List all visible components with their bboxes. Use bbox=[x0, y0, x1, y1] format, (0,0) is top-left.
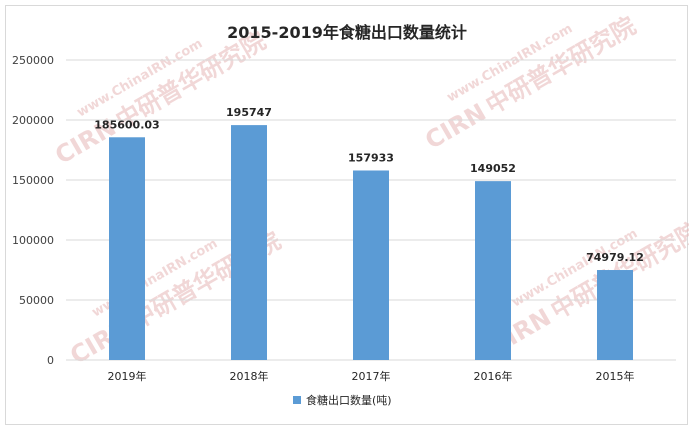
bar bbox=[475, 181, 511, 360]
bar bbox=[109, 137, 145, 360]
x-tick-label: 2019年 bbox=[108, 369, 147, 383]
data-label: 74979.12 bbox=[586, 251, 644, 264]
y-tick-label: 200000 bbox=[12, 114, 54, 127]
bars bbox=[109, 125, 633, 360]
x-axis: 2019年 2018年 2017年 2016年 2015年 bbox=[108, 369, 635, 383]
data-label: 185600.03 bbox=[94, 118, 159, 131]
y-tick-label: 250000 bbox=[12, 54, 54, 67]
chart-title: 2015-2019年食糖出口数量统计 bbox=[227, 23, 467, 42]
legend-label: 食糖出口数量(吨) bbox=[306, 393, 392, 407]
legend-swatch bbox=[293, 396, 301, 404]
data-label: 157933 bbox=[348, 151, 394, 164]
y-tick-label: 150000 bbox=[12, 174, 54, 187]
y-tick-label: 100000 bbox=[12, 234, 54, 247]
x-tick-label: 2016年 bbox=[474, 369, 513, 383]
y-tick-label: 50000 bbox=[19, 294, 54, 307]
data-label: 149052 bbox=[470, 162, 516, 175]
data-labels: 185600.03 195747 157933 149052 74979.12 bbox=[94, 106, 644, 264]
x-tick-label: 2018年 bbox=[230, 369, 269, 383]
y-axis: 0 50000 100000 150000 200000 250000 bbox=[12, 54, 54, 367]
bar bbox=[597, 270, 633, 360]
x-tick-label: 2015年 bbox=[596, 369, 635, 383]
bar bbox=[353, 170, 389, 360]
bar-chart: www.ChinaIRN.com CIRN 中研普华研究院 www.ChinaI… bbox=[12, 12, 689, 407]
data-label: 195747 bbox=[226, 106, 272, 119]
y-tick-label: 0 bbox=[47, 354, 54, 367]
watermark-logo: CIRN bbox=[420, 98, 490, 155]
chart-frame: www.ChinaIRN.com CIRN 中研普华研究院 www.ChinaI… bbox=[5, 5, 689, 425]
bar bbox=[231, 125, 267, 360]
legend: 食糖出口数量(吨) bbox=[293, 393, 392, 407]
x-tick-label: 2017年 bbox=[352, 369, 391, 383]
